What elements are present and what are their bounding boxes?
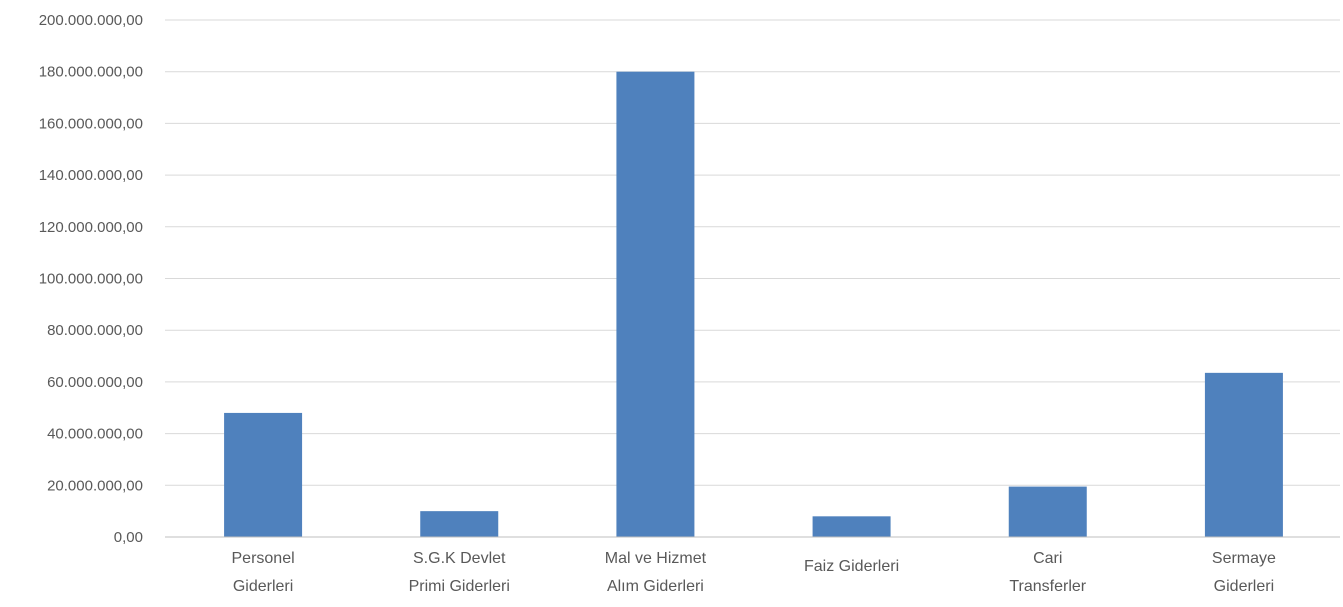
y-tick-label: 200.000.000,00: [39, 12, 143, 29]
bar: [1008, 486, 1087, 537]
bars: [224, 71, 1283, 537]
bar: [616, 71, 695, 537]
bar: [420, 511, 499, 537]
y-tick-label: 20.000.000,00: [47, 477, 143, 494]
y-axis-tick-labels: 0,00 20.000.000,00 40.000.000,00 60.000.000…: [39, 12, 143, 546]
x-category-label: Sermaye Giderleri: [1212, 550, 1276, 595]
y-tick-label: 0,00: [114, 529, 143, 546]
y-tick-label: 40.000.000,00: [47, 426, 143, 443]
bar: [1204, 372, 1283, 537]
y-tick-label: 120.000.000,00: [39, 219, 143, 236]
bar: [224, 412, 303, 537]
x-axis-category-labels: Personel Giderleri S.G.K Devlet Primi Gider…: [232, 550, 1277, 595]
y-tick-label: 80.000.000,00: [47, 322, 143, 339]
x-category-label: Personel Giderleri: [232, 550, 295, 595]
y-tick-label: 60.000.000,00: [47, 374, 143, 391]
x-category-label: Mal ve Hizmet Alım Giderleri: [605, 550, 707, 595]
gridlines: [165, 19, 1340, 486]
y-tick-label: 180.000.000,00: [39, 64, 143, 81]
x-category-label: S.G.K Devlet Primi Giderleri: [409, 550, 510, 595]
bar: [812, 516, 891, 537]
x-category-label: Cari Transferler: [1009, 550, 1086, 595]
y-tick-label: 100.000.000,00: [39, 271, 143, 288]
x-category-label: Faiz Giderleri: [804, 558, 899, 575]
y-tick-label: 160.000.000,00: [39, 115, 143, 132]
y-tick-label: 140.000.000,00: [39, 167, 143, 184]
